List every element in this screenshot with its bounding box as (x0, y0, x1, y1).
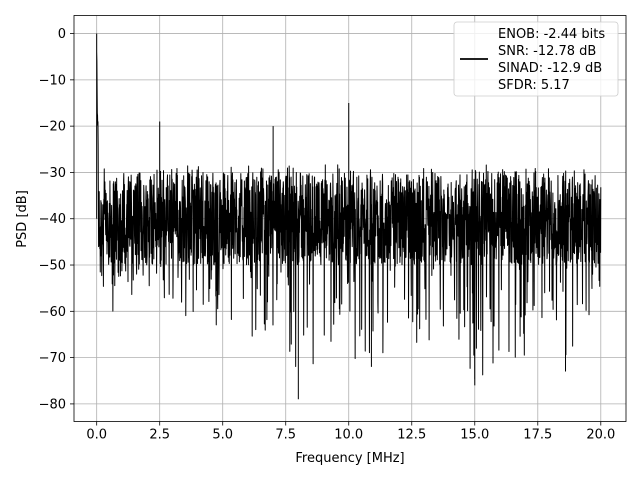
y-tick-label: 0 (58, 27, 66, 42)
y-tick-label: −50 (39, 259, 66, 274)
legend-box (453, 21, 619, 97)
y-tick-label: −10 (39, 73, 66, 88)
legend-entry-sinad: SINAD: -12.9 dB (498, 61, 602, 76)
x-tick-label: 7.5 (275, 428, 296, 443)
legend-entry-sfdr: SFDR: 5.17 (498, 78, 570, 93)
x-axis-ticks: 0.0 2.5 5.0 7.5 10.0 12.5 15.0 17.5 20.0 (86, 421, 615, 443)
y-axis-label: PSD [dB] (15, 190, 30, 248)
x-tick-label: 2.5 (149, 428, 170, 443)
y-tick-label: −40 (39, 212, 66, 227)
y-tick-label: −30 (39, 166, 66, 181)
y-tick-label: −20 (39, 120, 66, 135)
x-tick-label: 15.0 (460, 428, 489, 443)
psd-trace (96, 33, 602, 400)
x-tick-label: 17.5 (523, 428, 552, 443)
x-tick-label: 0.0 (86, 428, 107, 443)
x-tick-label: 20.0 (586, 428, 615, 443)
psd-series (96, 33, 602, 400)
y-axis-ticks: 0 −10 −20 −30 −40 −50 −60 −70 −80 (39, 27, 74, 412)
x-tick-label: 5.0 (212, 428, 233, 443)
legend-entry-enob: ENOB: -2.44 bits (498, 27, 605, 42)
x-axis-label: Frequency [MHz] (295, 451, 404, 466)
legend: ENOB: -2.44 bits SNR: -12.78 dB SINAD: -… (453, 21, 619, 97)
legend-entry-snr: SNR: -12.78 dB (498, 44, 596, 59)
y-tick-label: −60 (39, 305, 66, 320)
x-tick-label: 12.5 (397, 428, 426, 443)
y-tick-label: −80 (39, 397, 66, 412)
x-tick-label: 10.0 (334, 428, 363, 443)
y-tick-label: −70 (39, 351, 66, 366)
